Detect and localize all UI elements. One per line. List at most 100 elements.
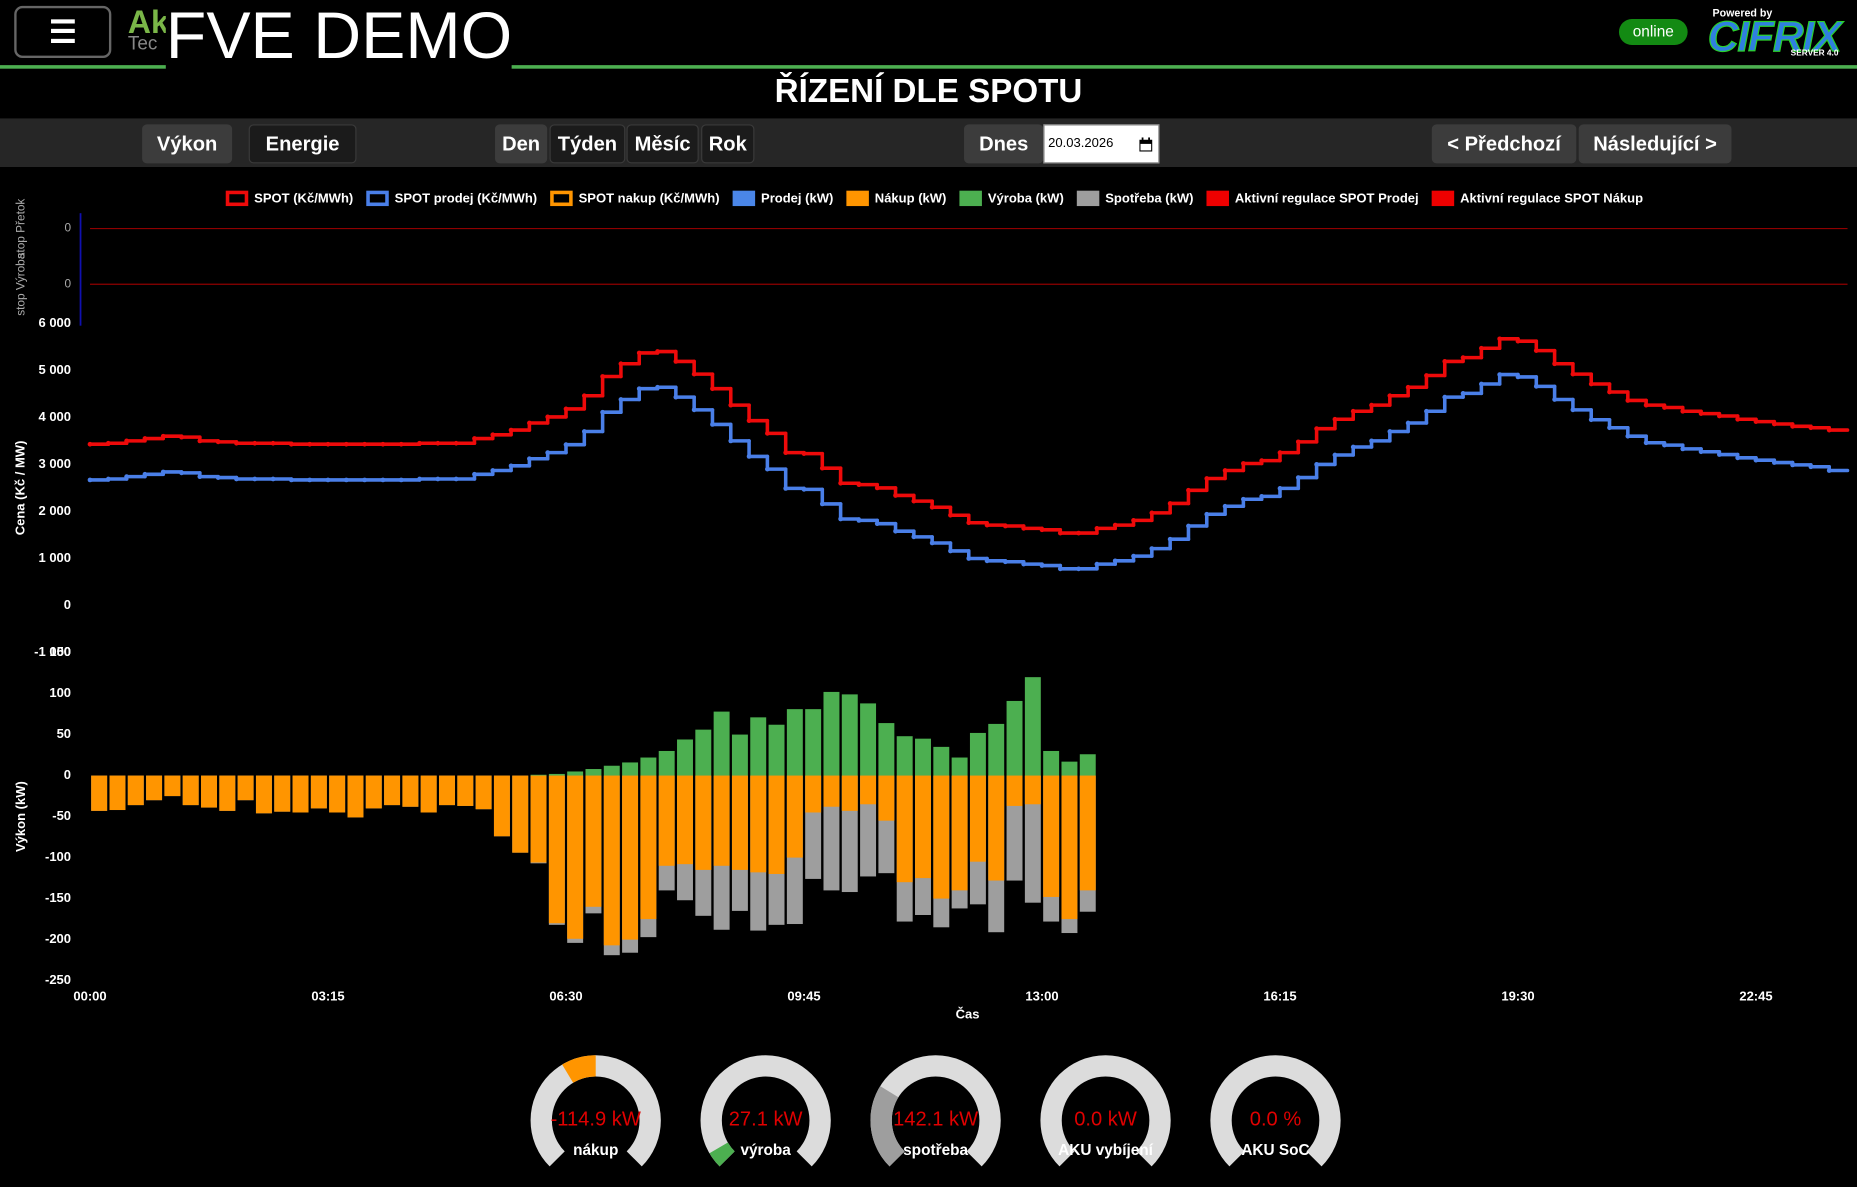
header-bar [0,0,1857,69]
step-point [215,439,221,445]
step-point [893,493,898,498]
step-point [1186,487,1191,493]
bar [658,750,675,776]
step-point [1112,522,1118,528]
view-button[interactable]: Energie [248,124,357,164]
next-button[interactable]: Následující > [1578,124,1732,164]
step-point [453,440,459,446]
step-point [765,466,770,472]
logo-top: Ak [127,4,169,41]
step-point [270,440,276,446]
x-tick-label: 03:15 [311,989,344,1004]
period-button[interactable]: Rok [701,124,755,164]
period-button[interactable]: Den [495,124,548,164]
step-point [307,441,313,447]
step-point [252,476,258,482]
menu-button[interactable]: ☰ [14,5,112,59]
gauge-fill [870,1086,905,1167]
legend-item: Aktivní regulace SPOT Nákup [1431,190,1643,207]
step-point [1222,503,1228,509]
bar [677,775,693,865]
step-point [1204,476,1210,481]
step-point [1717,452,1722,457]
step-point [1387,429,1393,434]
bar [1079,754,1096,776]
step-point [545,450,551,456]
legend-item: SPOT (Kč/MWh) [225,190,353,207]
bar [274,775,291,812]
legend-label: Aktivní regulace SPOT Prodej [1235,190,1419,205]
bar [841,775,858,811]
step-point [1826,427,1832,433]
step-point [1442,359,1448,364]
bar [530,775,547,863]
bar [896,736,913,776]
brand-sub: SERVER 4.0 [1790,49,1839,59]
step-point [838,516,843,522]
step-point [1826,468,1832,473]
y-tick-label: 1 000 [38,550,71,565]
bar [1079,775,1096,891]
step-point [636,386,642,392]
y-tick-label: 4 000 [38,409,71,424]
step-point [508,427,514,433]
x-axis-label: Čas [956,1006,980,1021]
bar [933,746,950,776]
bar [786,775,803,858]
step-point [1790,423,1795,429]
today-button[interactable]: Dnes [964,124,1044,164]
step-point [655,384,660,390]
step-point [1332,452,1338,458]
logo-bottom: Tec [127,34,158,55]
legend-item: Aktivní regulace SPOT Prodej [1206,190,1419,207]
bar [567,771,584,776]
step-point [948,548,953,554]
bar [786,709,803,776]
gauge-value: 27.1 kW [729,1109,803,1131]
step-point [1094,561,1100,567]
bar [969,732,986,776]
bar [1024,677,1041,776]
bar [548,773,565,776]
legend-swatch [732,190,756,207]
step-point [1771,460,1777,465]
period-button[interactable]: Měsíc [626,124,699,164]
step-point [1387,393,1393,399]
legend-label: Spotřeba (kW) [1105,190,1193,205]
step-point [215,475,221,480]
calendar-icon [1139,137,1153,152]
bar [622,775,639,940]
legend-label: Výroba (kW) [988,190,1064,205]
gauge-label: AKU vybíjení [1058,1142,1154,1159]
bar [512,775,529,853]
gauge-track [1210,1055,1341,1167]
period-button[interactable]: Týden [549,124,626,164]
date-input[interactable]: 20.03.2026 [1043,124,1160,164]
step-point [710,386,715,392]
step-point [124,474,129,480]
step-point [929,540,935,546]
bar [585,769,602,776]
step-point [1314,462,1319,467]
bar [915,775,931,879]
step-point [1479,345,1484,351]
y-axis-label: Výkon (kW) [13,781,28,852]
legend-label: Aktivní regulace SPOT Nákup [1460,190,1643,205]
step-point [490,432,496,438]
step-point [435,440,441,446]
prev-button[interactable]: < Předchozí [1431,124,1577,164]
step-point [1295,475,1301,480]
gauge-label: výroba [740,1142,791,1159]
status-pill: online [1618,18,1688,46]
y-tick-label: 150 [49,644,71,659]
step-point [801,486,807,492]
step-point [1680,446,1686,452]
step-point [1405,384,1411,390]
step-point [1662,405,1667,410]
gauge-fill [562,1055,597,1084]
step-point [618,397,624,402]
brand-logo: CIFRIX [1707,11,1842,61]
bar [823,775,840,807]
view-button[interactable]: Výkon [142,124,233,164]
step-point [1021,561,1027,567]
